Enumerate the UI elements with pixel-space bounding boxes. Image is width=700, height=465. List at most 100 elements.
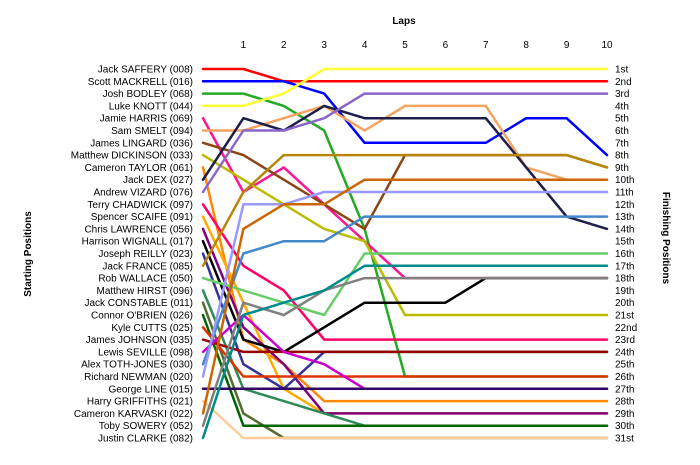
starting-driver-label: Cameron KARVASKI (022) xyxy=(74,409,193,420)
lap-tick-label: 4 xyxy=(362,40,368,51)
lap-tick-label: 7 xyxy=(483,40,489,51)
finishing-position-label: 14th xyxy=(615,224,634,235)
finishing-position-label: 2nd xyxy=(615,77,632,88)
driver-position-line xyxy=(201,67,609,83)
finishing-position-label: 11th xyxy=(615,188,634,199)
starting-driver-label: Harrison WIGNALL (017) xyxy=(82,237,193,248)
lap-tick-label: 6 xyxy=(443,40,449,51)
finishing-position-label: 25th xyxy=(615,360,634,371)
starting-driver-label: Alex TOTH-JONES (030) xyxy=(81,360,193,371)
driver-position-line xyxy=(201,276,609,427)
starting-driver-label: Jack CONSTABLE (011) xyxy=(84,298,193,309)
starting-driver-label: Matthew HIRST (096) xyxy=(96,286,193,297)
starting-driver-label: Kyle CUTTS (025) xyxy=(111,323,193,334)
finishing-position-label: 28th xyxy=(615,397,634,408)
driver-position-line xyxy=(201,215,609,366)
finishing-position-label: 19th xyxy=(615,286,634,297)
driver-position-line xyxy=(201,153,609,268)
finishing-position-labels: 1st2nd3rd4th5th6th7th8th9th10th11th12th1… xyxy=(615,65,637,445)
starting-driver-label: Terry CHADWICK (097) xyxy=(87,200,193,211)
finishing-position-label: 4th xyxy=(615,101,629,112)
starting-driver-label: Jack SAFFERY (008) xyxy=(98,65,193,76)
starting-driver-label: Richard NEWMAN (020) xyxy=(84,372,193,383)
finishing-position-label: 13th xyxy=(615,212,634,223)
driver-position-line xyxy=(201,252,609,317)
driver-position-line xyxy=(201,399,609,440)
driver-position-line xyxy=(201,264,609,440)
starting-driver-label: Josh BODLEY (068) xyxy=(103,89,193,100)
driver-position-line xyxy=(201,104,609,181)
finishing-position-label: 10th xyxy=(615,175,634,186)
finishing-position-label: 20th xyxy=(615,298,634,309)
finishing-position-label: 6th xyxy=(615,126,629,137)
starting-driver-label: George LINE (015) xyxy=(109,384,194,395)
left-axis-title: Starting Positions xyxy=(23,211,34,297)
driver-position-line xyxy=(201,67,609,108)
lap-tick-label: 2 xyxy=(281,40,287,51)
starting-driver-label: Jamie HARRIS (069) xyxy=(100,114,193,125)
starting-driver-label: Andrew VIZARD (076) xyxy=(94,188,193,199)
starting-driver-label: Luke KNOTT (044) xyxy=(109,101,193,112)
lap-tick-label: 1 xyxy=(241,40,247,51)
finishing-position-label: 8th xyxy=(615,151,629,162)
driver-position-line xyxy=(201,92,609,194)
x-axis-title: Laps xyxy=(392,16,416,27)
finishing-position-label: 16th xyxy=(615,249,634,260)
lap-tick-label: 8 xyxy=(523,40,529,51)
finishing-position-label: 15th xyxy=(615,237,634,248)
finishing-position-label: 27th xyxy=(615,384,634,395)
finishing-position-label: 31st xyxy=(615,434,634,445)
starting-driver-label: Joseph REILLY (023) xyxy=(98,249,193,260)
driver-position-line xyxy=(201,104,609,231)
finishing-position-label: 7th xyxy=(615,138,629,149)
starting-position-labels: Jack SAFFERY (008)Scott MACKRELL (016)Jo… xyxy=(71,65,193,445)
starting-driver-label: Jack FRANCE (085) xyxy=(102,261,193,272)
starting-driver-label: Toby SOWERY (052) xyxy=(99,421,193,432)
driver-position-line xyxy=(201,301,609,440)
lap-tick-labels: 1 2 3 4 5 6 7 8 9 10 xyxy=(241,40,613,51)
finishing-position-label: 18th xyxy=(615,274,634,285)
starting-driver-label: Scott MACKRELL (016) xyxy=(88,77,193,88)
finishing-position-label: 22nd xyxy=(615,323,637,334)
finishing-position-label: 26th xyxy=(615,372,634,383)
finishing-position-label: 12th xyxy=(615,200,634,211)
lap-tick-label: 5 xyxy=(402,40,408,51)
finishing-position-label: 29th xyxy=(615,409,634,420)
driver-position-line xyxy=(201,227,609,415)
driver-position-line xyxy=(201,153,609,317)
starting-driver-label: Cameron TAYLOR (061) xyxy=(85,163,193,174)
starting-driver-label: Connor O'BRIEN (026) xyxy=(91,311,193,322)
finishing-position-label: 17th xyxy=(615,261,634,272)
lap-tick-label: 10 xyxy=(601,40,613,51)
finishing-position-label: 5th xyxy=(615,114,629,125)
driver-position-line xyxy=(201,203,609,341)
starting-driver-label: Justin CLARKE (082) xyxy=(98,434,193,445)
starting-driver-label: Sam SMELT (094) xyxy=(111,126,193,137)
starting-driver-label: Jack DEX (027) xyxy=(123,175,193,186)
lap-tick-label: 9 xyxy=(564,40,570,51)
finishing-position-label: 21st xyxy=(615,311,634,322)
driver-position-line xyxy=(201,166,609,403)
driver-position-line xyxy=(201,80,609,157)
starting-driver-label: Lewis SEVILLE (098) xyxy=(98,347,193,358)
driver-position-line xyxy=(201,313,609,427)
finishing-position-label: 3rd xyxy=(615,89,629,100)
lap-tick-label: 3 xyxy=(321,40,327,51)
driver-position-line xyxy=(201,289,609,427)
driver-position-line xyxy=(201,178,609,415)
starting-driver-label: Rob WALLACE (050) xyxy=(98,274,193,285)
starting-driver-label: James JOHNSON (035) xyxy=(86,335,193,346)
starting-driver-label: Matthew DICKINSON (033) xyxy=(71,151,193,162)
finishing-position-label: 30th xyxy=(615,421,634,432)
driver-position-line xyxy=(201,252,609,391)
finishing-position-label: 9th xyxy=(615,163,629,174)
finishing-position-label: 24th xyxy=(615,347,634,358)
driver-position-line xyxy=(201,326,609,378)
driver-position-line xyxy=(201,338,609,354)
starting-driver-label: Chris LAWRENCE (056) xyxy=(84,224,193,235)
right-axis-title: Finishing Positions xyxy=(660,192,671,285)
driver-position-line xyxy=(201,190,609,378)
starting-driver-label: Spencer SCAIFE (091) xyxy=(91,212,193,223)
finishing-position-label: 23rd xyxy=(615,335,635,346)
